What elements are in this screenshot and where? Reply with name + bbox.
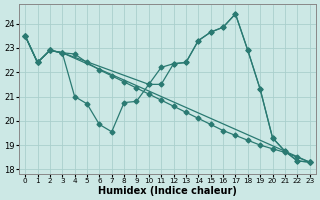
X-axis label: Humidex (Indice chaleur): Humidex (Indice chaleur) — [98, 186, 237, 196]
